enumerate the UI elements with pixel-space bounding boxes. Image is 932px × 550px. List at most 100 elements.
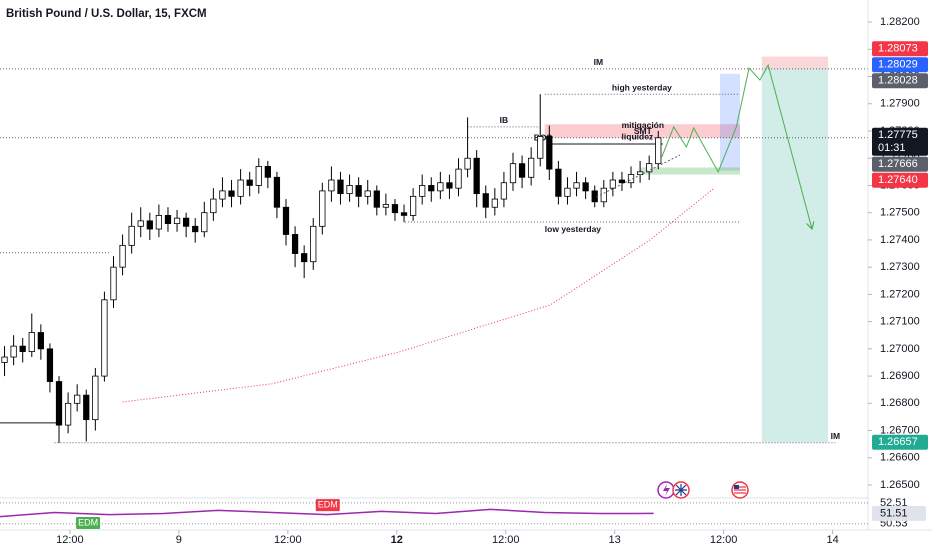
candle-body xyxy=(409,195,417,216)
drawing-path xyxy=(122,187,715,403)
candle-body xyxy=(46,348,54,382)
drawing-path xyxy=(661,63,812,228)
candle-body xyxy=(101,299,108,377)
candle-body xyxy=(110,266,117,301)
x-tick-label: 12:00 xyxy=(710,534,738,546)
candle-body xyxy=(137,220,144,227)
indicator-tag xyxy=(76,516,101,529)
candle-body xyxy=(473,157,480,195)
zone xyxy=(761,56,829,69)
x-tick-label: 12:00 xyxy=(56,534,84,546)
candle-body xyxy=(201,212,208,233)
candle-body xyxy=(237,179,244,197)
candle-body xyxy=(183,217,190,227)
candle-body xyxy=(609,179,616,189)
indicator-line xyxy=(0,508,654,518)
candle-body xyxy=(600,187,607,203)
candle-body xyxy=(19,345,26,352)
candle-body xyxy=(155,215,163,230)
candle-body xyxy=(219,190,226,200)
candle-body xyxy=(382,204,390,208)
candle-body xyxy=(119,244,126,268)
candle-body xyxy=(128,225,135,246)
chart-title: British Pound / U.S. Dollar, 15, FXCM xyxy=(6,8,207,20)
candle-body xyxy=(446,182,453,189)
candle-body xyxy=(400,212,408,216)
candle-body xyxy=(146,220,153,230)
candle-body xyxy=(310,225,317,263)
candle-body xyxy=(391,204,399,214)
candle-body xyxy=(555,168,562,197)
candle-body xyxy=(573,182,580,189)
candle-body xyxy=(355,185,362,197)
candle-body xyxy=(210,198,217,214)
candle-body xyxy=(228,190,235,197)
annotation: mitigación xyxy=(622,120,665,130)
candle-body xyxy=(264,165,271,178)
candle-body xyxy=(373,190,380,208)
candle-body xyxy=(528,157,535,178)
candle-body xyxy=(282,206,290,235)
price-label: 1.26657 xyxy=(878,436,918,448)
y-tick-label: 1.27000 xyxy=(880,343,920,355)
candle-body xyxy=(37,332,44,350)
price-label-box xyxy=(872,73,928,89)
candle-body xyxy=(173,217,181,224)
price-label-box xyxy=(872,57,928,73)
candle-body xyxy=(337,179,344,195)
candle-body xyxy=(364,190,371,197)
y-tick-label: 1.26600 xyxy=(880,452,920,464)
candle-body xyxy=(64,402,72,426)
x-tick-label: 13 xyxy=(609,534,621,546)
candle-body xyxy=(192,225,199,233)
price-label: 1.27666 xyxy=(878,158,918,170)
candle-body xyxy=(328,179,335,192)
candle-body xyxy=(1,356,8,363)
price-label: 1.27775 xyxy=(878,129,918,141)
candle-body xyxy=(437,182,444,192)
candle-body xyxy=(509,163,517,184)
candle-body xyxy=(255,165,262,186)
candle-body xyxy=(655,137,662,165)
candle-body xyxy=(28,332,35,352)
price-label: 1.28029 xyxy=(878,59,918,71)
candle-body xyxy=(55,381,63,426)
level-label: high yesterday xyxy=(612,82,672,92)
event-icon-glyph xyxy=(663,484,670,496)
y-tick-label: 1.26500 xyxy=(880,479,920,491)
y-tick-label: 1.27300 xyxy=(880,261,920,273)
candle-body xyxy=(618,179,626,184)
price-label: 1.28028 xyxy=(878,75,918,87)
candle-body xyxy=(92,375,99,421)
price-label: 1.27640 xyxy=(878,174,918,186)
candle-body xyxy=(636,171,644,175)
price-label-box xyxy=(872,434,928,450)
price-label-box xyxy=(872,41,928,57)
indicator-tick-label: 52.51 xyxy=(880,497,908,509)
indicator-tag xyxy=(315,499,340,512)
zone xyxy=(640,167,740,175)
y-tick-label: 1.27500 xyxy=(880,207,920,219)
price-label-box xyxy=(872,156,928,172)
y-tick-label: 1.27400 xyxy=(880,234,920,246)
candle-body xyxy=(455,168,462,189)
y-tick-label: 1.28200 xyxy=(880,16,920,28)
candle-body xyxy=(10,345,17,358)
price-label: 1.28073 xyxy=(878,43,918,55)
candle-body xyxy=(246,179,253,186)
zone xyxy=(761,68,829,443)
price-label-box xyxy=(872,172,928,188)
zone xyxy=(720,73,740,171)
candle-body xyxy=(291,234,299,254)
drawing-path xyxy=(596,154,681,198)
price-label-box xyxy=(872,127,928,156)
event-icons xyxy=(657,481,749,499)
candle-body xyxy=(319,190,326,227)
indicator-tag-label: EDM xyxy=(78,517,98,527)
x-tick-label: 12:00 xyxy=(492,534,520,546)
indicator-tag-label: EDM xyxy=(318,500,338,510)
